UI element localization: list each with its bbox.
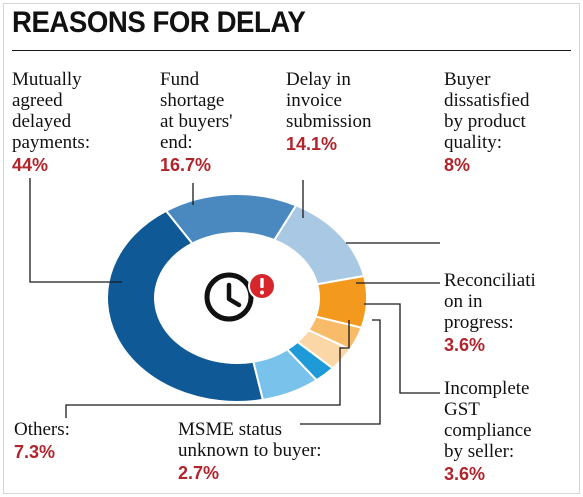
label-reconciliation-text: Reconciliati on in progress:: [444, 270, 536, 333]
slice-mutually-agreed: [106, 209, 265, 403]
label-gst-compliance-value: 3.6%: [444, 464, 486, 484]
label-reconciliation: Reconciliati on in progress: 3.6%: [444, 270, 536, 356]
label-fund-shortage-text: Fund shortage at buyers' end:: [160, 69, 233, 153]
label-reconciliation-value: 3.6%: [444, 335, 486, 355]
title-divider: [12, 50, 571, 51]
clock-alert-icon: [204, 272, 276, 322]
label-mutually-agreed-value: 44%: [12, 155, 49, 175]
label-others-text: Others:: [14, 419, 70, 440]
label-gst-compliance: Incomplete GST compliance by seller: 3.6…: [444, 378, 532, 485]
chart-frame: [3, 3, 580, 494]
slice-invoice-delay: [272, 204, 366, 286]
label-product-quality-value: 8%: [444, 155, 471, 175]
label-msme-status-text: MSME status unknown to buyer:: [178, 419, 322, 461]
label-others-value: 7.3%: [14, 442, 56, 462]
leader-gst-compliance: [364, 303, 440, 394]
label-mutually-agreed: Mutually agreed delayed payments: 44%: [12, 69, 90, 176]
leader-others: [65, 320, 350, 418]
leader-msme-status: [300, 319, 381, 425]
chart-title: REASONS FOR DELAY: [12, 6, 306, 39]
label-msme-status-value: 2.7%: [178, 463, 220, 483]
label-product-quality-text: Buyer dissatisfied by product quality:: [444, 69, 530, 153]
label-product-quality: Buyer dissatisfied by product quality: 8…: [444, 69, 530, 176]
label-mutually-agreed-text: Mutually agreed delayed payments:: [12, 69, 91, 153]
label-msme-status: MSME status unknown to buyer: 2.7%: [178, 419, 322, 484]
label-fund-shortage: Fund shortage at buyers' end: 16.7%: [160, 69, 233, 176]
label-others: Others: 7.3%: [14, 419, 70, 463]
label-invoice-delay-value: 14.1%: [286, 134, 338, 154]
label-gst-compliance-text: Incomplete GST compliance by seller:: [444, 378, 532, 462]
label-fund-shortage-value: 16.7%: [160, 155, 212, 175]
label-invoice-delay: Delay in invoice submission 14.1%: [286, 69, 372, 155]
leader-mutually-agreed: [29, 178, 122, 283]
label-invoice-delay-text: Delay in invoice submission: [286, 69, 372, 132]
